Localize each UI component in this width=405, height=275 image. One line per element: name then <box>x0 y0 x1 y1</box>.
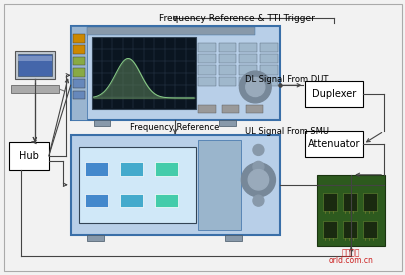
Bar <box>218 120 235 126</box>
Bar <box>120 162 143 176</box>
Bar <box>94 120 110 126</box>
Bar <box>70 26 87 120</box>
Bar <box>18 54 52 76</box>
Bar <box>343 193 356 211</box>
Bar <box>198 54 215 63</box>
Bar <box>222 105 239 112</box>
Bar <box>73 34 85 43</box>
Bar <box>9 142 49 170</box>
Bar <box>323 193 337 211</box>
Text: UL Signal From SMU: UL Signal From SMU <box>244 127 328 136</box>
Bar <box>218 43 236 52</box>
Bar <box>18 56 52 61</box>
Bar <box>305 131 362 157</box>
Circle shape <box>239 71 271 103</box>
Bar <box>239 77 256 86</box>
Text: Attenuator: Attenuator <box>307 139 360 149</box>
Bar <box>120 194 143 207</box>
Bar <box>198 65 215 75</box>
Bar <box>260 65 277 75</box>
Bar <box>70 26 279 120</box>
Bar <box>260 54 277 63</box>
Bar <box>225 235 241 241</box>
Bar <box>239 65 256 75</box>
Circle shape <box>252 161 263 172</box>
Bar <box>260 77 277 86</box>
Bar <box>11 85 59 93</box>
Bar <box>218 77 236 86</box>
Circle shape <box>241 163 275 197</box>
Bar <box>87 235 104 241</box>
Bar <box>245 105 262 112</box>
Bar <box>362 221 376 238</box>
Bar <box>362 193 376 211</box>
Bar <box>73 68 85 77</box>
Bar <box>85 194 108 207</box>
Circle shape <box>252 195 263 206</box>
Circle shape <box>245 78 264 97</box>
Bar <box>323 221 337 238</box>
Bar <box>198 105 215 112</box>
Bar <box>73 45 85 54</box>
Text: DL Signal From DUT: DL Signal From DUT <box>244 75 327 84</box>
Bar <box>15 51 55 79</box>
Bar <box>155 194 178 207</box>
Text: orld.com.cn: orld.com.cn <box>328 256 373 265</box>
Bar <box>73 91 85 99</box>
Bar <box>85 162 108 176</box>
Bar <box>198 140 240 230</box>
Bar <box>87 28 255 35</box>
Text: Frequency Reference: Frequency Reference <box>130 123 219 132</box>
Text: Duplexer: Duplexer <box>311 89 356 99</box>
Bar <box>218 65 236 75</box>
Bar <box>73 57 85 65</box>
Bar <box>198 43 215 52</box>
Bar <box>239 54 256 63</box>
Text: Hub: Hub <box>19 151 39 161</box>
Circle shape <box>247 170 268 190</box>
Bar <box>73 79 85 88</box>
Bar <box>317 175 384 246</box>
Bar <box>260 43 277 52</box>
Text: Frequency Reference & TTI Trigger: Frequency Reference & TTI Trigger <box>158 14 314 23</box>
Bar <box>343 221 356 238</box>
Circle shape <box>252 144 263 155</box>
Bar <box>305 81 362 107</box>
Bar <box>79 147 196 222</box>
Bar <box>218 54 236 63</box>
Text: 工程世界: 工程世界 <box>341 248 360 257</box>
Bar <box>92 37 196 109</box>
Bar <box>198 77 215 86</box>
Circle shape <box>252 178 263 189</box>
Bar <box>239 43 256 52</box>
Bar <box>70 135 279 235</box>
Bar <box>155 162 178 176</box>
